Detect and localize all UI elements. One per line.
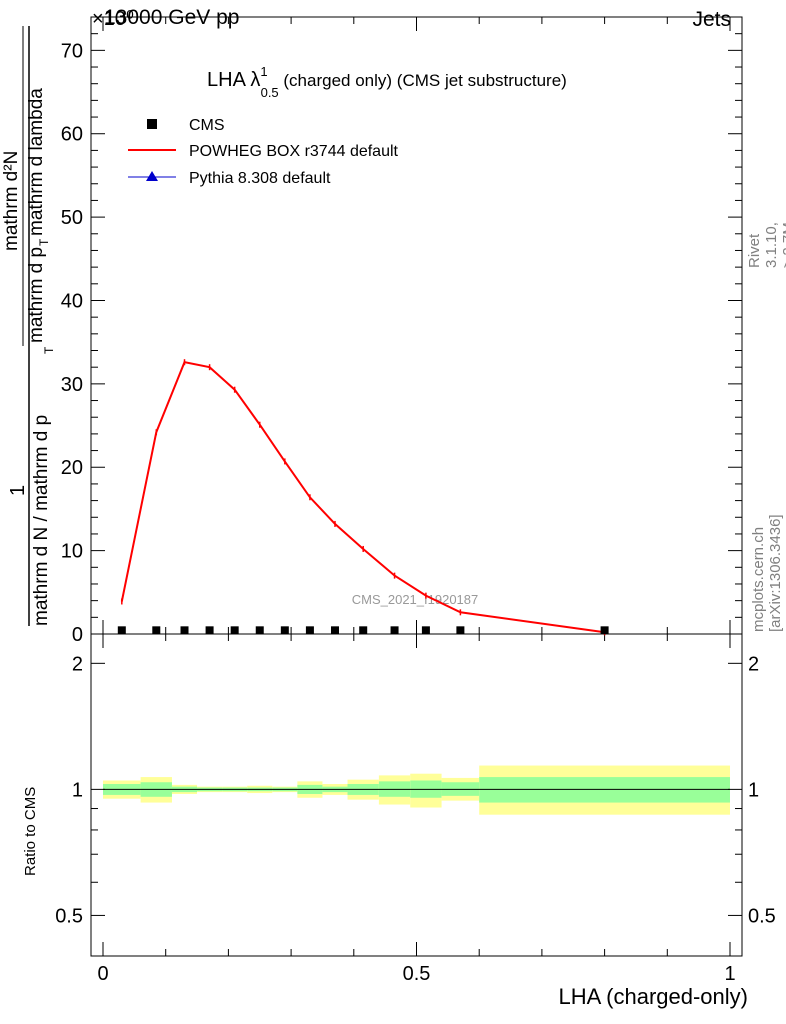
- cms-point-11: [421, 626, 430, 635]
- cms-point-6: [280, 626, 289, 635]
- ratio-tick-label-2: 2: [72, 653, 83, 675]
- rivet-label: Rivet 3.1.10, ≥ 2.7M events: [746, 222, 786, 268]
- multiplier-label: ×10⁰: [92, 8, 134, 30]
- y-label-inner-sub: T: [37, 238, 51, 246]
- x-tick-label-2: 1: [724, 963, 735, 985]
- legend-marker-pythia: [146, 171, 158, 181]
- ratio-tick-label-right-2: 2: [748, 653, 759, 675]
- ratio-axis-label: Ratio to CMS: [22, 786, 39, 876]
- y-tick-label-2: 20: [61, 457, 83, 479]
- cms-point-1: [152, 626, 161, 635]
- cms-point-5: [255, 626, 264, 635]
- legend-label-1: POWHEG BOX r3744 default: [189, 143, 399, 160]
- y-label-inner-denominator: mathrm d p: [26, 247, 47, 343]
- y-label-denominator-sub: T: [42, 346, 56, 354]
- y-tick-label-3: 30: [61, 374, 83, 396]
- y-label-numerator: 1: [7, 485, 29, 496]
- cms-point-0: [117, 626, 126, 635]
- analysis-watermark: CMS_2021_I1920187: [352, 592, 479, 607]
- cms-point-13: [600, 626, 609, 635]
- ratio-tick-label-1: 1: [72, 779, 83, 801]
- y-label-denominator: mathrm d N / mathrm d p: [31, 415, 52, 626]
- process-label: Jets: [692, 8, 731, 31]
- cms-point-9: [359, 626, 368, 635]
- y-label-inner-tail: mathrm d lambda: [26, 88, 47, 236]
- legend-label-2: Pythia 8.308 default: [189, 170, 331, 187]
- beam-label: 13000 GeV pp: [104, 6, 240, 29]
- y-tick-label-0: 0: [72, 624, 83, 646]
- y-tick-label-6: 60: [61, 124, 83, 146]
- legend-marker-cms: [147, 119, 157, 129]
- cms-point-4: [230, 626, 239, 635]
- cms-point-10: [390, 626, 399, 635]
- ratio-tick-label-right-0: 0.5: [748, 905, 776, 927]
- main-frame: [90, 16, 743, 635]
- y-tick-label-1: 10: [61, 541, 83, 563]
- mcplots-label: mcplots.cern.ch [arXiv:1306.3436]: [750, 514, 784, 632]
- cms-point-7: [305, 626, 314, 635]
- y-tick-label-5: 50: [61, 207, 83, 229]
- ratio-tick-label-right-1: 1: [748, 779, 759, 801]
- y-label-inner-numerator: mathrm d²N: [1, 151, 22, 251]
- x-tick-label-0: 0: [97, 963, 108, 985]
- y-tick-label-4: 40: [61, 290, 83, 312]
- powheg-line: [120, 361, 605, 634]
- cms-point-3: [205, 626, 214, 635]
- y-tick-label-7: 70: [61, 40, 83, 62]
- ratio-tick-label-0: 0.5: [55, 905, 83, 927]
- cms-point-12: [456, 626, 465, 635]
- x-axis-label: LHA (charged-only): [558, 984, 748, 1009]
- x-tick-label-1: 0.5: [403, 963, 431, 985]
- cms-point-8: [330, 626, 339, 635]
- cms-point-2: [180, 626, 189, 635]
- chart-title: LHA λ1 0.5 (charged only) (CMS jet substr…: [207, 64, 567, 100]
- legend-label-0: CMS: [189, 117, 225, 134]
